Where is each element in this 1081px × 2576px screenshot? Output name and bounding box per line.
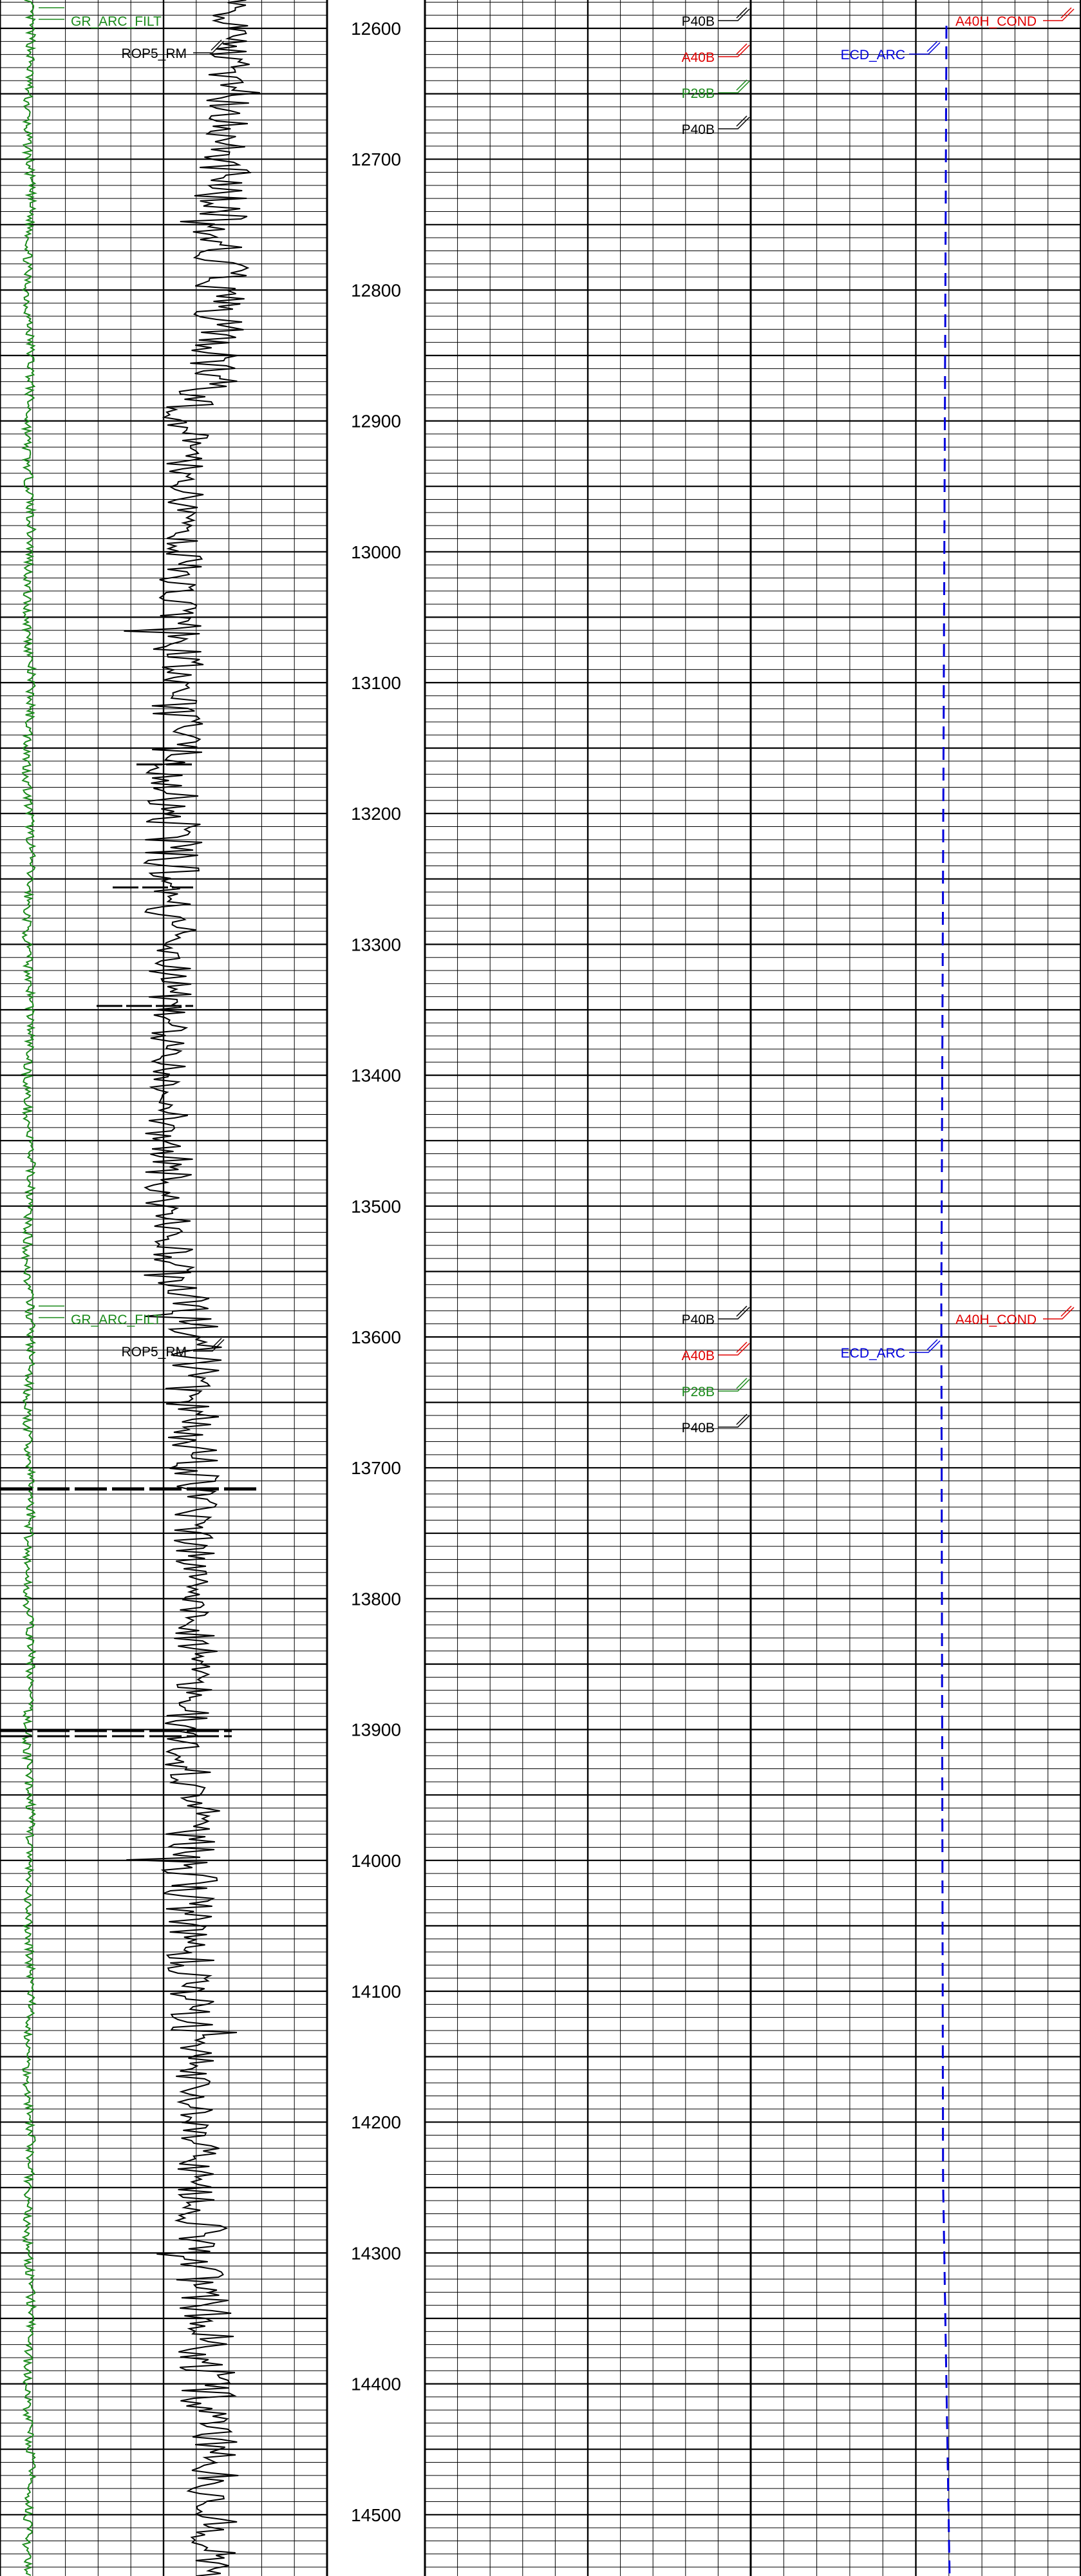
depth-label: 13500	[351, 1197, 401, 1217]
depth-label: 12600	[351, 19, 401, 39]
curve-label: ROP5_RM	[121, 1345, 187, 1359]
depth-label: 13900	[351, 1720, 401, 1740]
label-pointer-icon	[719, 7, 750, 21]
curve-headers: GR_ARC_FILT ROP5_RM P40B A40B P28B P40B ECD_AR…	[39, 7, 1075, 1435]
label-pointer-icon	[193, 39, 225, 53]
label-pointer-icon	[719, 1305, 750, 1320]
label-pointer-icon	[719, 115, 750, 129]
depth-track: 12600 12700 12800 12900 13000 13100 13200 13300…	[351, 19, 401, 2525]
depth-label: 13000	[351, 542, 401, 562]
curve-label: A40H_COND	[955, 14, 1037, 29]
label-pointer-icon	[1043, 7, 1075, 21]
depth-label: 13700	[351, 1458, 401, 1478]
curve-label: P40B	[682, 14, 715, 29]
label-pointer-icon	[909, 41, 941, 55]
ecd-arc-curve	[940, 25, 951, 2576]
curve-label: P40B	[682, 1421, 715, 1435]
curve-label: ECD_ARC	[841, 1346, 905, 1361]
curve-label: ECD_ARC	[841, 48, 905, 62]
gr-arc-filt-curve	[20, 0, 38, 2576]
depth-label: 14500	[351, 2505, 401, 2525]
label-pointer-icon	[719, 43, 750, 57]
log-curves	[0, 0, 951, 2576]
curve-label: A40B	[682, 50, 715, 65]
depth-label: 12900	[351, 412, 401, 431]
label-pointer-icon	[909, 1339, 941, 1353]
label-pointer-icon	[719, 1414, 750, 1428]
label-pointer-icon	[39, 1305, 64, 1318]
label-pointer-icon	[719, 1378, 750, 1392]
curve-label: GR_ARC_FILT	[71, 14, 162, 29]
depth-label: 12800	[351, 280, 401, 300]
depth-label: 14300	[351, 2243, 401, 2263]
label-pointer-icon	[1043, 1305, 1075, 1320]
depth-label: 13600	[351, 1327, 401, 1347]
depth-label: 14200	[351, 2112, 401, 2132]
curve-label: A40H_COND	[955, 1312, 1037, 1327]
label-pointer-icon	[39, 7, 64, 20]
curve-label: ROP5_RM	[121, 46, 187, 61]
depth-label: 14000	[351, 1851, 401, 1871]
depth-label: 14400	[351, 2374, 401, 2394]
curve-label: GR_ARC_FILT	[71, 1312, 162, 1327]
label-pointer-icon	[719, 1341, 750, 1356]
depth-label: 13800	[351, 1589, 401, 1609]
label-pointer-icon	[193, 1338, 225, 1352]
curve-label: P28B	[682, 1385, 715, 1399]
label-pointer-icon	[719, 79, 750, 93]
curve-label: P40B	[682, 1312, 715, 1327]
depth-label: 13100	[351, 673, 401, 693]
rop5-rm-curve	[124, 0, 260, 2576]
curve-label: P28B	[682, 86, 715, 101]
curve-label: A40B	[682, 1349, 715, 1363]
depth-label: 13200	[351, 804, 401, 824]
depth-label: 12700	[351, 149, 401, 169]
depth-label: 13400	[351, 1066, 401, 1086]
depth-label: 14100	[351, 1982, 401, 2002]
depth-label: 13300	[351, 934, 401, 954]
curve-label: P40B	[682, 122, 715, 137]
